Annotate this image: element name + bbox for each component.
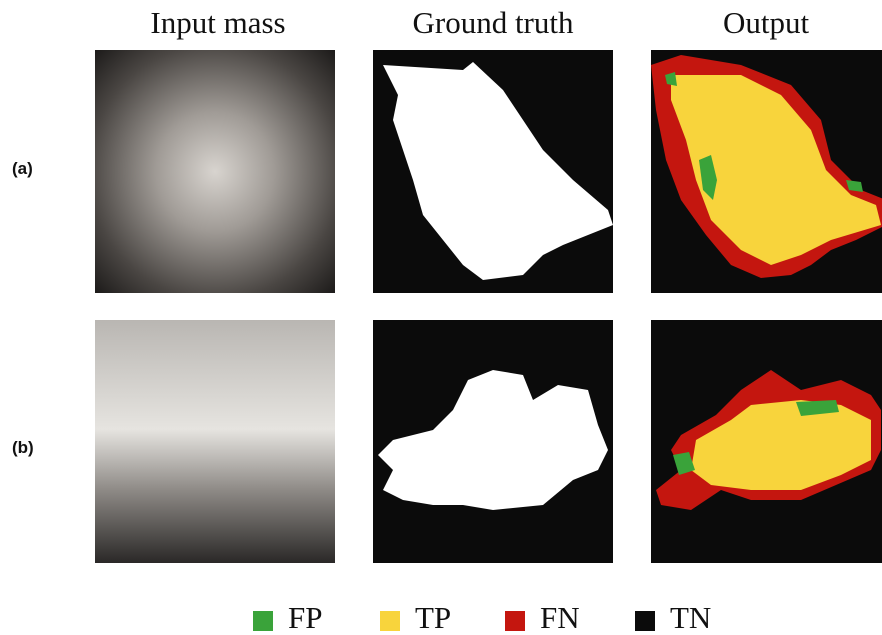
figure: Input mass Ground truth Output (a) (b) [0,0,882,635]
ground-truth-image [373,50,613,293]
legend-label: TP [415,600,451,635]
column-header: Output [723,5,810,40]
legend-swatch [505,611,525,631]
input-image [95,320,335,563]
legend-label: FP [288,600,322,635]
legend-swatch [635,611,655,631]
row-label: (a) [12,159,33,178]
legend-label: TN [670,600,711,635]
legend-swatch [253,611,273,631]
ground-truth-image [373,320,613,563]
row-label: (b) [12,438,34,457]
column-header: Input mass [150,5,285,40]
input-image [95,50,335,293]
output-image [651,320,882,563]
column-header: Ground truth [412,5,574,40]
legend-swatch [380,611,400,631]
legend-label: FN [540,600,580,635]
output-image [651,50,882,293]
